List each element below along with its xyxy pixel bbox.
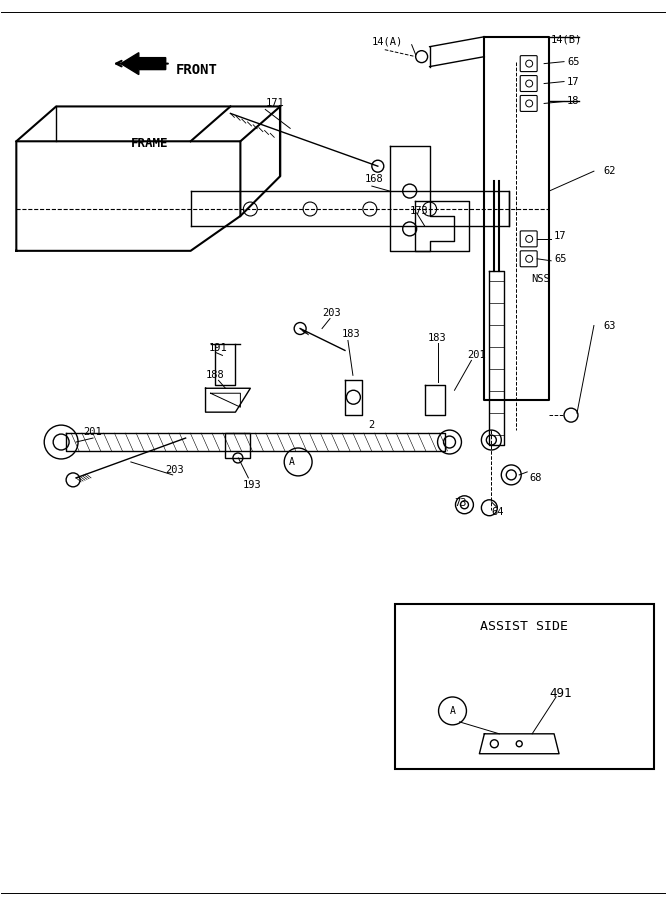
FancyBboxPatch shape xyxy=(520,251,537,266)
Text: 201: 201 xyxy=(83,428,102,437)
FancyBboxPatch shape xyxy=(520,95,537,112)
Text: 171: 171 xyxy=(265,98,284,108)
Text: 203: 203 xyxy=(165,465,185,475)
FancyBboxPatch shape xyxy=(395,605,654,769)
Text: 14(A): 14(A) xyxy=(372,37,403,47)
Text: A: A xyxy=(289,457,295,467)
Text: 183: 183 xyxy=(342,329,361,339)
Text: A: A xyxy=(450,706,456,716)
Text: 491: 491 xyxy=(549,688,572,700)
Text: 193: 193 xyxy=(242,480,261,490)
Bar xyxy=(225,433,250,458)
Text: NSS: NSS xyxy=(531,274,550,284)
Text: ASSIST SIDE: ASSIST SIDE xyxy=(480,620,568,633)
Text: 17: 17 xyxy=(554,231,566,241)
Text: 2: 2 xyxy=(368,420,374,430)
Text: 65: 65 xyxy=(567,57,580,67)
Text: FRONT: FRONT xyxy=(175,63,217,76)
FancyBboxPatch shape xyxy=(520,76,537,92)
Text: 18: 18 xyxy=(567,96,580,106)
Text: FRAME: FRAME xyxy=(131,137,168,149)
FancyBboxPatch shape xyxy=(520,56,537,72)
Text: 63: 63 xyxy=(604,320,616,330)
Text: 183: 183 xyxy=(428,334,446,344)
Text: 14(B): 14(B) xyxy=(551,35,582,45)
Text: 68: 68 xyxy=(529,472,542,483)
Text: 173: 173 xyxy=(410,206,428,216)
Text: 191: 191 xyxy=(209,344,227,354)
Text: 17: 17 xyxy=(567,76,580,86)
Text: 188: 188 xyxy=(205,370,224,381)
Text: 203: 203 xyxy=(322,308,341,318)
FancyBboxPatch shape xyxy=(520,231,537,247)
Text: 62: 62 xyxy=(604,166,616,176)
Text: 64: 64 xyxy=(492,507,504,517)
FancyArrow shape xyxy=(121,53,165,75)
Text: 65: 65 xyxy=(554,254,566,264)
Text: 168: 168 xyxy=(365,174,384,184)
Text: 201: 201 xyxy=(468,350,486,360)
Text: 73: 73 xyxy=(454,498,467,508)
